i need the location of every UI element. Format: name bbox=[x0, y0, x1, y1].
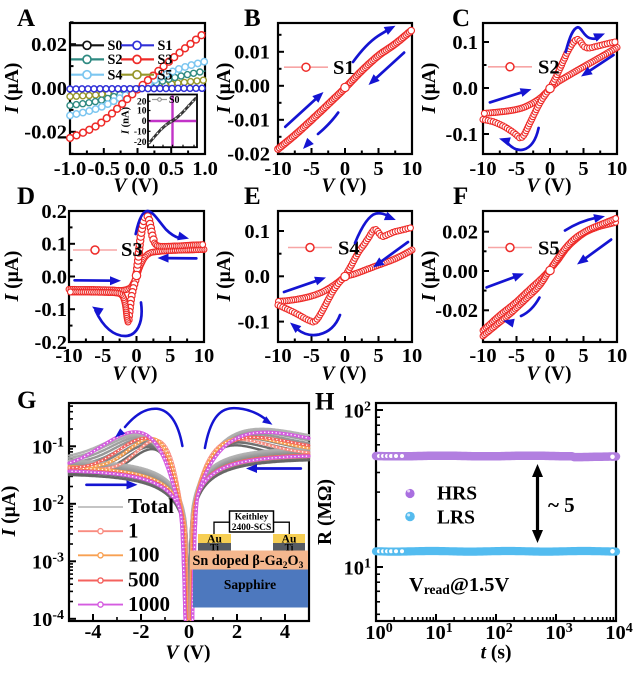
svg-text:0.1: 0.1 bbox=[244, 221, 270, 243]
svg-text:-2: -2 bbox=[132, 621, 149, 643]
svg-text:-0.1: -0.1 bbox=[238, 311, 270, 333]
svg-text:0: 0 bbox=[184, 621, 194, 643]
svg-text:0.0: 0.0 bbox=[452, 78, 478, 100]
svg-text:0.1: 0.1 bbox=[452, 32, 478, 54]
svg-text:500: 500 bbox=[128, 568, 160, 592]
svg-text:S1: S1 bbox=[333, 57, 355, 79]
svg-text:-5: -5 bbox=[303, 158, 320, 180]
svg-text:I (µA): I (µA) bbox=[0, 486, 20, 538]
svg-text:5: 5 bbox=[578, 158, 588, 180]
svg-text:-0.1: -0.1 bbox=[446, 124, 478, 146]
svg-text:10: 10 bbox=[402, 345, 423, 367]
svg-text:-10: -10 bbox=[55, 345, 82, 367]
svg-text:0.00: 0.00 bbox=[442, 261, 478, 283]
svg-text:S2: S2 bbox=[538, 57, 560, 79]
svg-text:-5: -5 bbox=[303, 345, 320, 367]
svg-text:B: B bbox=[244, 5, 261, 32]
svg-text:-10: -10 bbox=[134, 128, 147, 138]
svg-text:-1.0: -1.0 bbox=[54, 158, 86, 180]
svg-text:0.02: 0.02 bbox=[31, 34, 67, 56]
svg-text:-20: -20 bbox=[134, 138, 147, 148]
svg-text:V (V): V (V) bbox=[322, 176, 367, 197]
svg-text:-0.1: -0.1 bbox=[35, 299, 67, 321]
svg-text:-10: -10 bbox=[264, 158, 291, 180]
svg-text:F: F bbox=[453, 183, 468, 210]
svg-text:Sn doped β-Ga2O3: Sn doped β-Ga2O3 bbox=[193, 553, 304, 571]
svg-text:-5: -5 bbox=[508, 158, 525, 180]
svg-text:I (µA): I (µA) bbox=[419, 251, 440, 303]
svg-text:Sapphire: Sapphire bbox=[224, 577, 276, 592]
svg-text:10: 10 bbox=[607, 158, 628, 180]
svg-text:0.01: 0.01 bbox=[234, 42, 270, 64]
svg-text:5: 5 bbox=[373, 345, 383, 367]
svg-text:G: G bbox=[17, 387, 36, 414]
svg-text:-10: -10 bbox=[469, 158, 496, 180]
svg-text:10: 10 bbox=[194, 345, 215, 367]
svg-text:V (V): V (V) bbox=[322, 364, 367, 385]
svg-text:Keithley: Keithley bbox=[235, 512, 269, 522]
svg-text:E: E bbox=[244, 183, 261, 210]
svg-text:5: 5 bbox=[373, 158, 383, 180]
svg-text:S3: S3 bbox=[121, 239, 143, 261]
svg-text:1.0: 1.0 bbox=[192, 158, 218, 180]
svg-text:S4: S4 bbox=[108, 68, 123, 84]
svg-text:I (µA): I (µA) bbox=[2, 63, 23, 115]
svg-text:Total: Total bbox=[128, 494, 174, 518]
svg-text:A: A bbox=[17, 5, 35, 32]
svg-text:I (nA): I (nA) bbox=[121, 106, 132, 135]
svg-text:V (V): V (V) bbox=[114, 176, 159, 197]
svg-text:C: C bbox=[452, 5, 470, 32]
svg-text:2: 2 bbox=[232, 621, 242, 643]
svg-text:-5: -5 bbox=[508, 345, 525, 367]
svg-text:0.00: 0.00 bbox=[234, 76, 270, 98]
svg-text:10: 10 bbox=[137, 107, 147, 117]
svg-text:S3: S3 bbox=[158, 52, 173, 68]
svg-text:V (V): V (V) bbox=[527, 364, 572, 385]
svg-text:100: 100 bbox=[128, 543, 160, 567]
svg-text:H: H bbox=[315, 389, 335, 416]
svg-text:0.0: 0.0 bbox=[244, 266, 270, 288]
svg-text:-4: -4 bbox=[84, 621, 101, 643]
svg-text:S5: S5 bbox=[158, 68, 173, 84]
svg-text:I (µA): I (µA) bbox=[214, 63, 235, 115]
svg-text:0.2: 0.2 bbox=[41, 201, 67, 223]
svg-text:5: 5 bbox=[165, 345, 175, 367]
svg-text:I (µA): I (µA) bbox=[2, 251, 23, 303]
svg-text:5: 5 bbox=[578, 345, 588, 367]
svg-text:0.5: 0.5 bbox=[158, 158, 184, 180]
svg-text:-5: -5 bbox=[94, 345, 111, 367]
svg-text:V (V): V (V) bbox=[113, 364, 158, 385]
svg-text:4: 4 bbox=[280, 621, 290, 643]
svg-text:S0: S0 bbox=[169, 95, 180, 106]
svg-text:-0.02: -0.02 bbox=[24, 122, 67, 144]
svg-text:2400-SCS: 2400-SCS bbox=[232, 523, 272, 533]
svg-text:I (µA): I (µA) bbox=[214, 251, 235, 303]
svg-text:0.00: 0.00 bbox=[31, 78, 67, 100]
svg-text:S5: S5 bbox=[538, 238, 560, 260]
svg-text:0.1: 0.1 bbox=[41, 234, 67, 256]
svg-text:1: 1 bbox=[128, 518, 139, 542]
svg-text:HRS: HRS bbox=[437, 484, 477, 505]
svg-text:R (MΩ): R (MΩ) bbox=[315, 479, 336, 545]
svg-text:0.0: 0.0 bbox=[41, 266, 67, 288]
svg-text:V (V): V (V) bbox=[166, 643, 211, 664]
svg-text:S2: S2 bbox=[108, 52, 123, 68]
svg-text:-10: -10 bbox=[264, 345, 291, 367]
svg-text:t (s): t (s) bbox=[481, 643, 512, 664]
svg-text:0: 0 bbox=[142, 117, 147, 127]
svg-text:-0.02: -0.02 bbox=[435, 300, 478, 322]
svg-text:-10: -10 bbox=[469, 345, 496, 367]
svg-text:10: 10 bbox=[607, 345, 628, 367]
svg-text:1000: 1000 bbox=[128, 592, 170, 616]
svg-text:D: D bbox=[17, 183, 35, 210]
svg-text:V (V): V (V) bbox=[527, 176, 572, 197]
svg-text:0.02: 0.02 bbox=[442, 222, 478, 244]
svg-text:I (µA): I (µA) bbox=[419, 63, 440, 115]
svg-text:10: 10 bbox=[402, 158, 423, 180]
svg-text:LRS: LRS bbox=[437, 508, 475, 529]
svg-text:~ 5: ~ 5 bbox=[548, 493, 575, 517]
